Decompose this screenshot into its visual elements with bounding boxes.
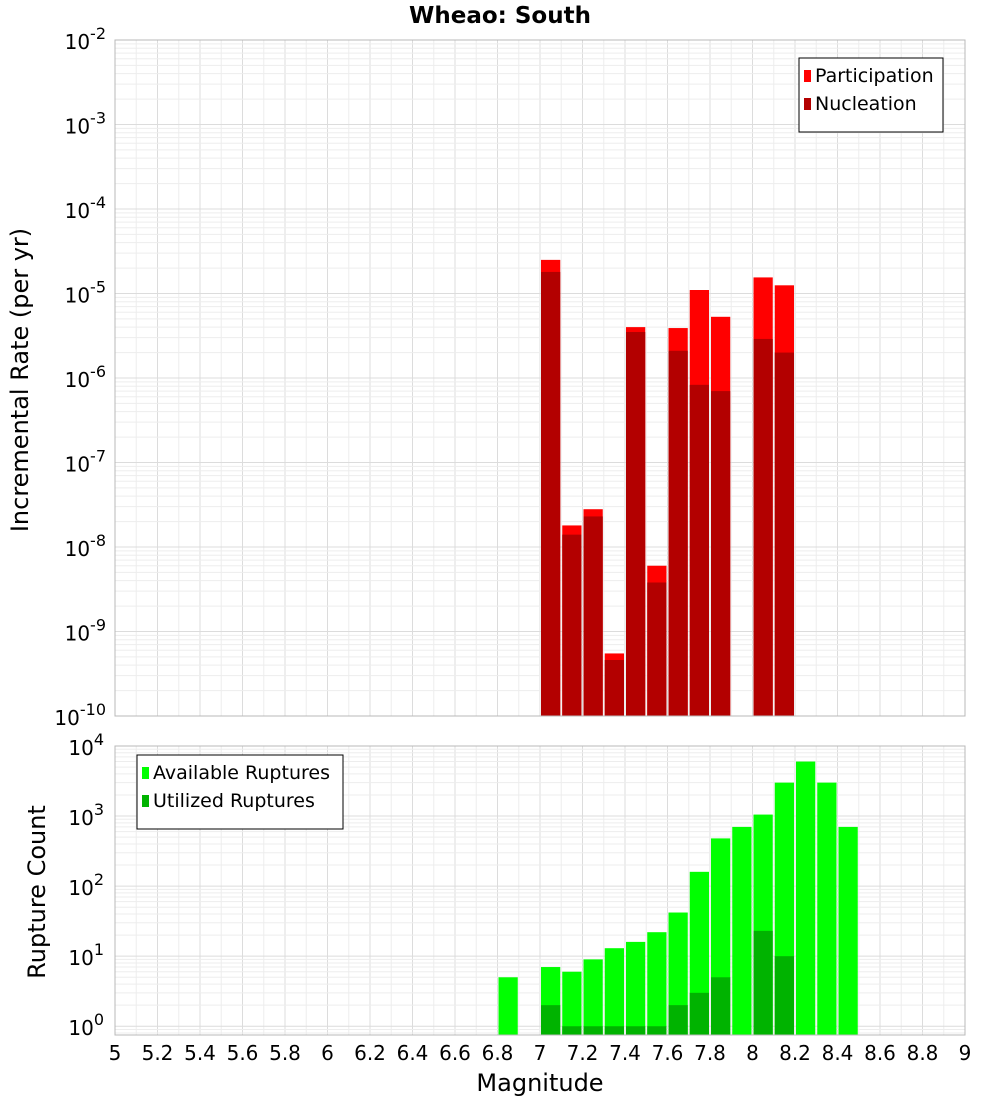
top-y-tick-label: 10-8 <box>65 531 106 561</box>
nucleation-bar <box>753 338 773 716</box>
bottom-y-tick-label: 104 <box>68 730 104 760</box>
bottom-legend-swatch <box>142 767 149 779</box>
x-tick-label: 8.4 <box>822 1041 854 1065</box>
top-y-tick-label: 10-10 <box>54 700 106 730</box>
top-y-tick-label: 10-5 <box>65 278 106 308</box>
bottom-y-tick-label: 102 <box>68 870 104 900</box>
bottom-y-tick-label: 103 <box>68 800 104 830</box>
utilized-ruptures-bar <box>711 977 731 1035</box>
utilized-ruptures-bar <box>583 1026 603 1035</box>
utilized-ruptures-bar <box>604 1026 624 1035</box>
nucleation-bar <box>668 350 688 716</box>
x-tick-label: 7.8 <box>694 1041 726 1065</box>
x-tick-label: 8 <box>746 1041 759 1065</box>
x-tick-label: 6.4 <box>397 1041 429 1065</box>
top-y-tick-label: 10-9 <box>65 616 106 646</box>
x-tick-label: 7.4 <box>609 1041 641 1065</box>
top-legend-swatch <box>804 70 811 82</box>
bottom-y-tick-label: 101 <box>68 940 104 970</box>
x-axis-label: Magnitude <box>476 1069 603 1097</box>
top-legend-label: Participation <box>815 65 934 87</box>
top-y-tick-label: 10-7 <box>65 447 106 477</box>
x-tick-label: 5 <box>109 1041 122 1065</box>
x-tick-label: 6 <box>321 1041 334 1065</box>
nucleation-bar <box>583 516 603 716</box>
top-y-tick-label: 10-6 <box>65 362 106 392</box>
x-tick-label: 5.2 <box>142 1041 174 1065</box>
x-tick-label: 5.6 <box>227 1041 259 1065</box>
x-tick-label: 7.2 <box>567 1041 599 1065</box>
utilized-ruptures-bar <box>541 1005 561 1035</box>
top-y-axis-label: Incremental Rate (per yr) <box>6 228 34 532</box>
utilized-ruptures-bar <box>562 1026 582 1035</box>
available-ruptures-bar <box>796 761 816 1035</box>
bottom-legend-swatch <box>142 795 149 807</box>
available-ruptures-bar <box>668 912 688 1035</box>
utilized-ruptures-bar <box>647 1026 667 1035</box>
utilized-ruptures-bar <box>774 956 794 1035</box>
nucleation-bar <box>647 582 667 716</box>
x-tick-label: 6.8 <box>482 1041 514 1065</box>
available-ruptures-bar <box>817 782 837 1035</box>
utilized-ruptures-bar <box>626 1026 646 1035</box>
bottom-plot-frame <box>114 745 966 1036</box>
available-ruptures-bar <box>604 948 624 1035</box>
nucleation-bar <box>604 659 624 716</box>
bottom-y-axis-label: Rupture Count <box>23 805 51 979</box>
x-tick-label: 7.6 <box>652 1041 684 1065</box>
top-gridlines <box>114 39 966 717</box>
top-legend-box <box>798 57 944 133</box>
available-ruptures-bar <box>838 826 858 1035</box>
utilized-ruptures-bar <box>753 930 773 1035</box>
nucleation-bar <box>689 384 709 716</box>
nucleation-bar <box>626 332 646 716</box>
nucleation-bar <box>562 534 582 716</box>
available-ruptures-bar <box>498 977 518 1035</box>
x-tick-label: 6.6 <box>439 1041 471 1065</box>
x-tick-label: 5.8 <box>269 1041 301 1065</box>
nucleation-bar <box>711 391 731 716</box>
top-plot-frame <box>114 39 966 717</box>
utilized-ruptures-bar <box>689 992 709 1035</box>
top-legend-label: Nucleation <box>815 93 917 115</box>
x-tick-label: 8.6 <box>864 1041 896 1065</box>
bottom-plot: 100 101 102 103 104 5 5.2 5.4 5.6 5.8 6 6.2 6.4 6.6 6.… <box>68 730 971 1065</box>
x-tick-label: 9 <box>959 1041 972 1065</box>
available-ruptures-bar <box>732 826 752 1035</box>
available-ruptures-bar <box>626 941 646 1035</box>
bottom-y-tick-label: 100 <box>68 1010 104 1040</box>
available-ruptures-bar <box>562 971 582 1035</box>
x-tick-label: 6.2 <box>354 1041 386 1065</box>
available-ruptures-bar <box>647 932 667 1035</box>
x-tick-label: 5.4 <box>184 1041 216 1065</box>
bottom-legend-label: Available Ruptures <box>153 762 330 784</box>
top-y-tick-label: 10-3 <box>65 109 106 139</box>
bottom-legend-box <box>136 754 344 830</box>
bottom-legend-label: Utilized Ruptures <box>153 790 315 812</box>
x-tick-label: 8.2 <box>779 1041 811 1065</box>
x-tick-label: 7 <box>534 1041 547 1065</box>
x-tick-label: 8.8 <box>907 1041 939 1065</box>
nucleation-bar <box>541 271 561 716</box>
available-ruptures-bar <box>583 959 603 1035</box>
top-legend-swatch <box>804 98 811 110</box>
top-plot: 10-10 10-9 10-8 10-7 10-6 10-5 10-4 10-3 10-2 Par… <box>54 24 966 730</box>
nucleation-bar <box>774 352 794 716</box>
utilized-ruptures-bar <box>668 1005 688 1035</box>
top-y-tick-label: 10-2 <box>65 24 106 54</box>
chart-title: Wheao: South <box>409 3 591 29</box>
top-y-tick-label: 10-4 <box>65 193 106 223</box>
